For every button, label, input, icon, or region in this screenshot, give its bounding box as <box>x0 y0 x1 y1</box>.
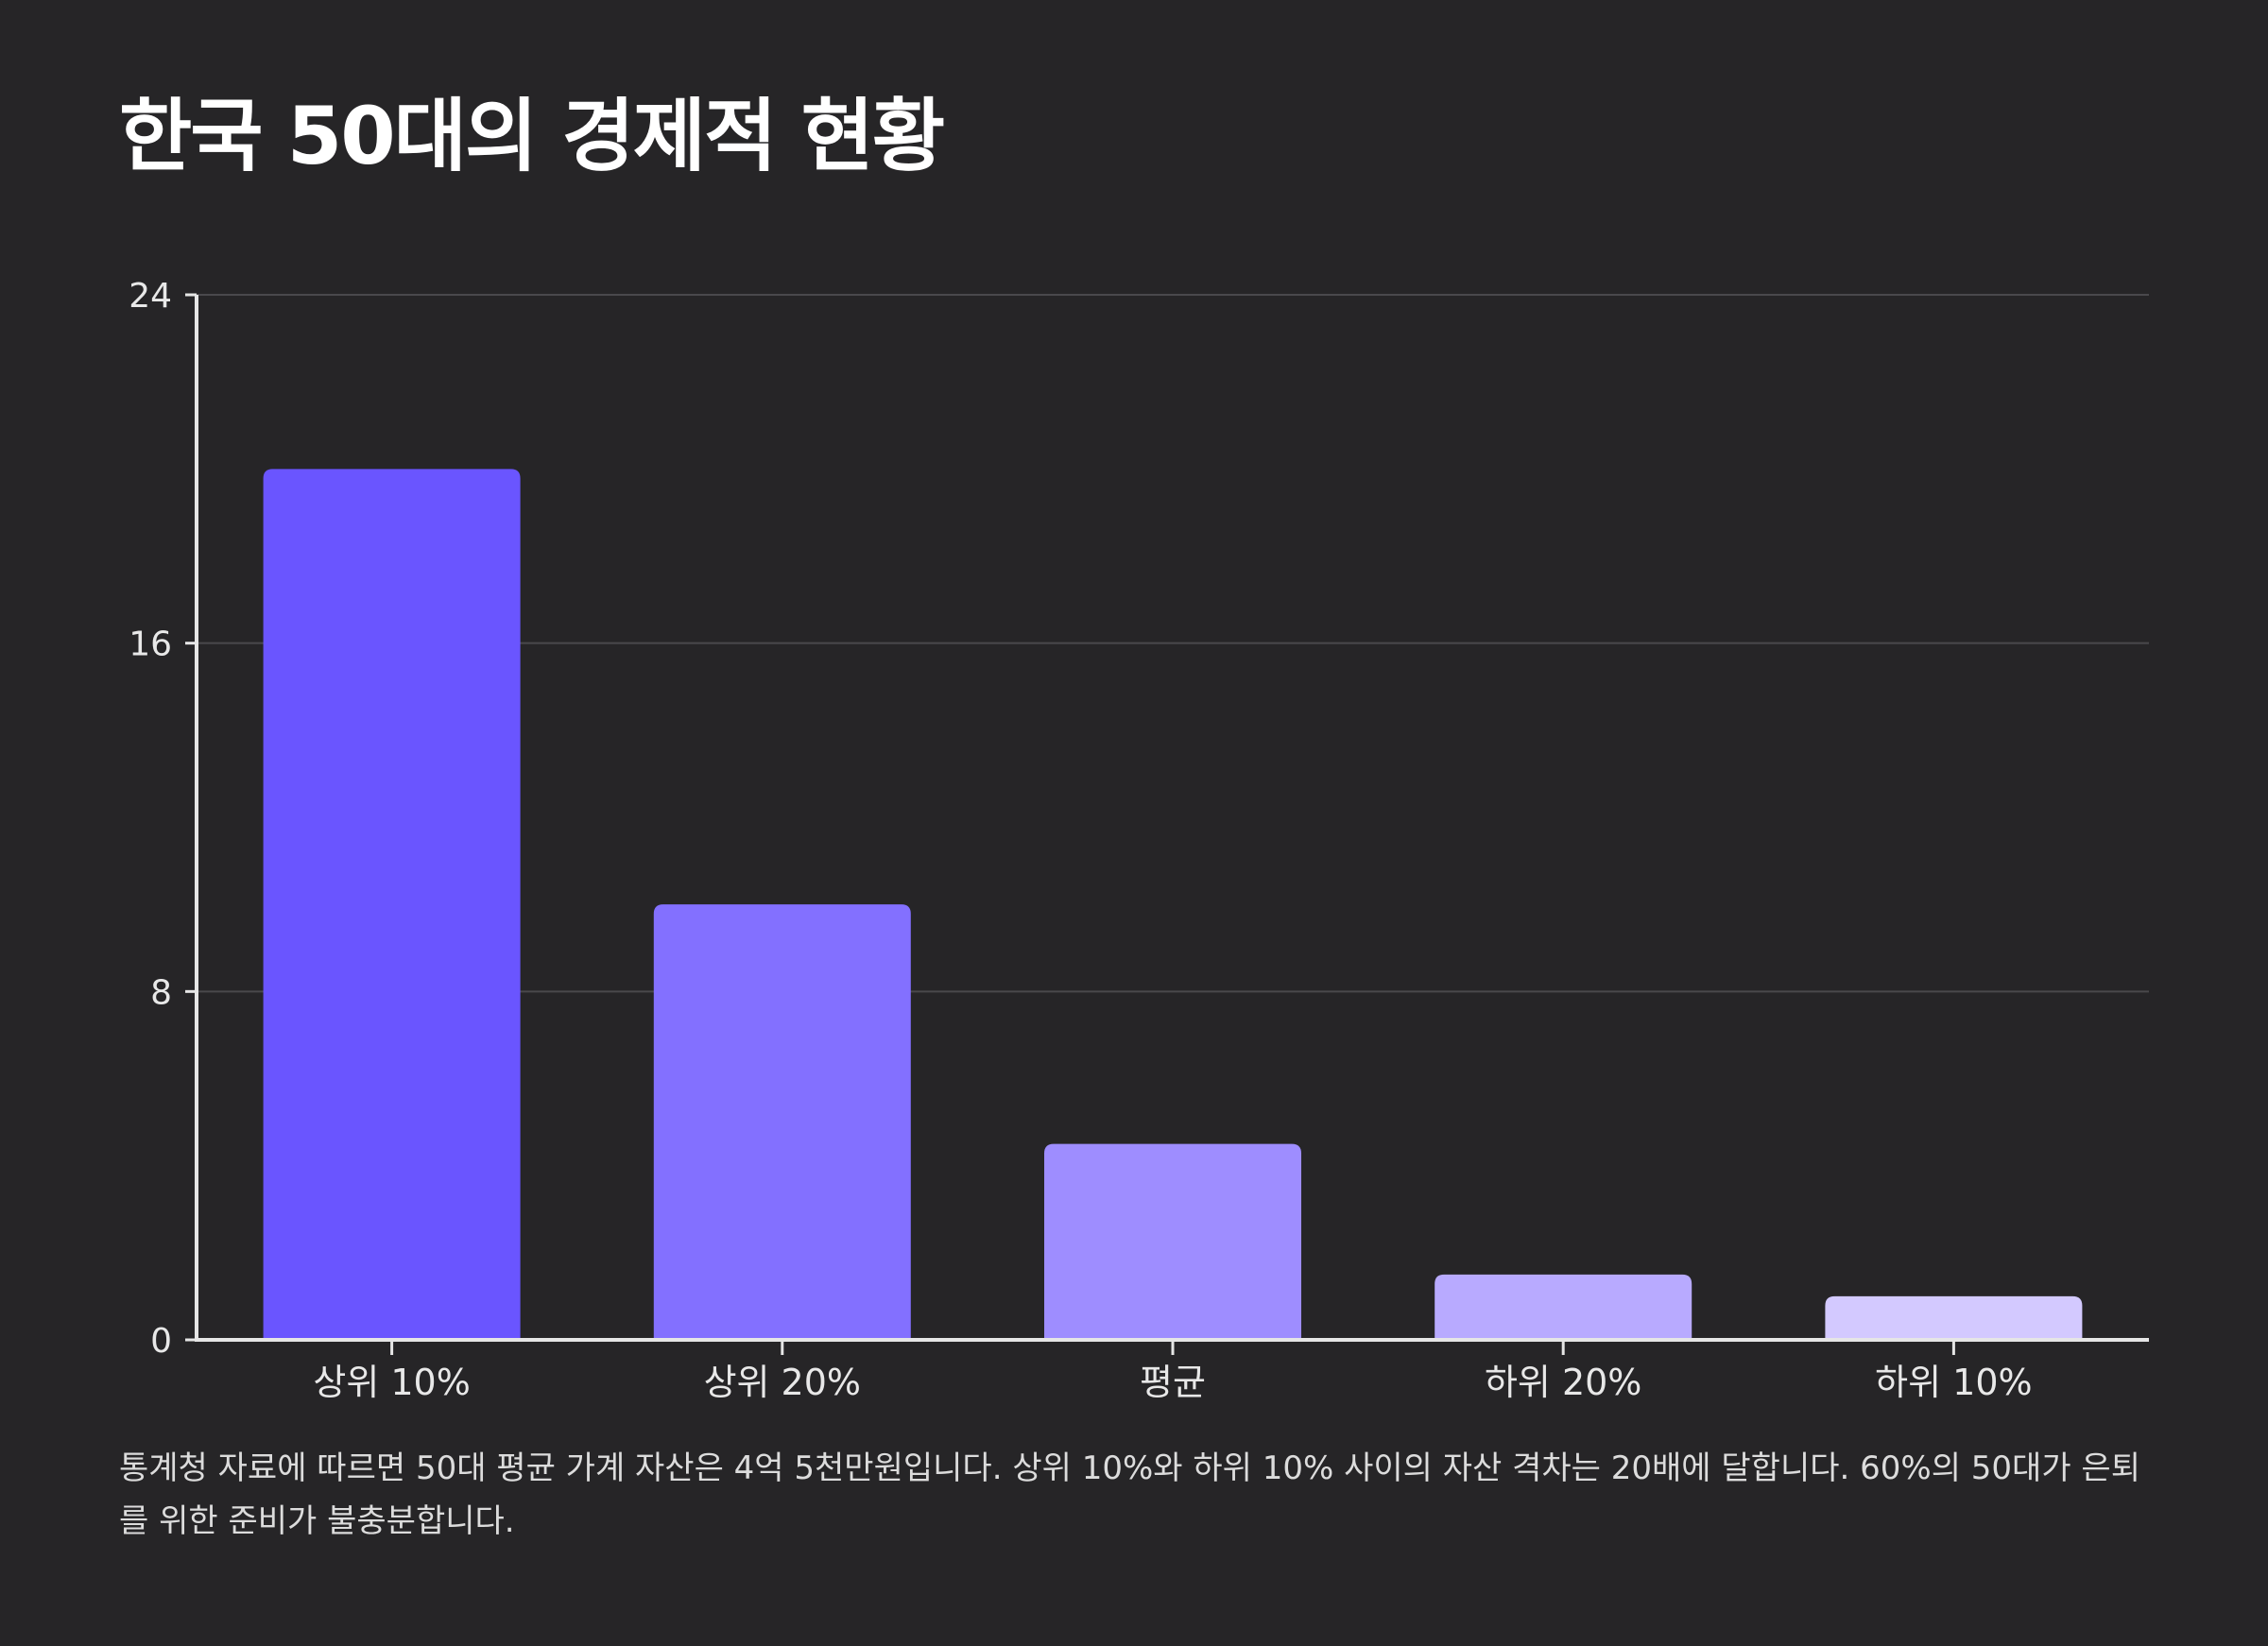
gridlines <box>197 294 2149 993</box>
x-tick-label-4: 하위 10% <box>1875 1362 2032 1403</box>
bar-1 <box>653 904 911 1340</box>
bar-3 <box>1435 1274 1692 1340</box>
bar-chart: 0 8 16 24 상위 10% 상위 20% 평균 하위 20% 하위 10% <box>129 277 2149 1403</box>
labels: 0 8 16 24 상위 10% 상위 20% 평균 하위 20% 하위 10% <box>129 277 2032 1403</box>
x-tick-label-0: 상위 10% <box>313 1362 470 1403</box>
bar-4 <box>1825 1295 2083 1340</box>
y-tick-label-1: 8 <box>150 973 172 1012</box>
page-title: 한국 50대의 경제적 현황 <box>119 90 945 182</box>
x-tick-label-3: 하위 20% <box>1485 1362 1641 1403</box>
x-tick-label-1: 상위 20% <box>704 1362 861 1403</box>
bar-2 <box>1044 1143 1301 1340</box>
chart-caption: 통계청 자료에 따르면 50대 평균 가계 자산은 4억 5천만원입니다. 상위… <box>119 1449 2140 1540</box>
bar-0 <box>263 469 521 1340</box>
y-tick-label-2: 16 <box>129 626 172 664</box>
y-tick-label-3: 24 <box>129 277 172 316</box>
bars <box>263 469 2083 1340</box>
y-tick-label-0: 0 <box>150 1322 172 1361</box>
axes <box>185 293 2149 1355</box>
x-tick-label-2: 평균 <box>1140 1362 1206 1403</box>
